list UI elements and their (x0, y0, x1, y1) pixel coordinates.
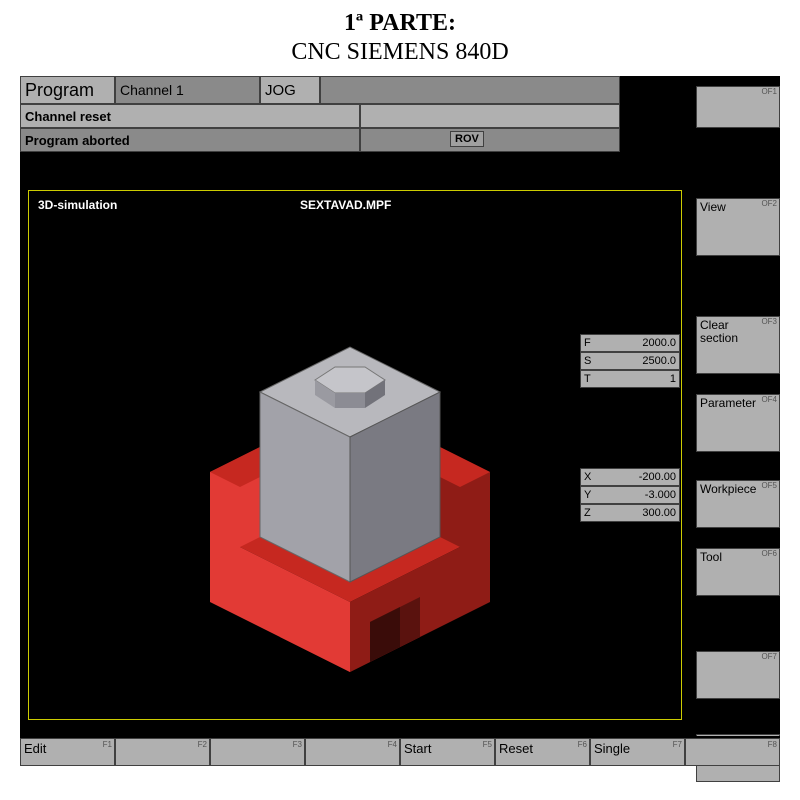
readout-x: X-200.00 (580, 468, 680, 486)
readout-s: S2500.0 (580, 352, 680, 370)
right-softkey-3[interactable]: Clear sectionOF3 (696, 316, 780, 374)
readout-z: Z300.00 (580, 504, 680, 522)
bottom-softkey-1[interactable]: EditF1 (20, 738, 115, 766)
heading-subtitle: CNC SIEMENS 840D (0, 39, 800, 66)
right-softkey-6[interactable]: ToolOF6 (696, 548, 780, 596)
right-softkey-1[interactable]: OF1 (696, 86, 780, 128)
readout-y: Y-3.000 (580, 486, 680, 504)
right-softkey-7[interactable]: OF7 (696, 651, 780, 699)
header-spacer-3 (360, 128, 620, 152)
right-softkey-column: OF1 ViewOF2 Clear sectionOF3 ParameterOF4 Wo… (690, 76, 780, 736)
readout-f: F2000.0 (580, 334, 680, 352)
readout-t: T1 (580, 370, 680, 388)
bottom-softkey-row: EditF1F2F3F4StartF5ResetF6SingleF7F8 (20, 736, 780, 766)
simulation-title: 3D-simulation (38, 198, 117, 212)
right-softkey-2[interactable]: ViewOF2 (696, 198, 780, 256)
header-spacer-1 (320, 76, 620, 104)
bottom-softkey-3[interactable]: F3 (210, 738, 305, 766)
rov-indicator: ROV (450, 131, 484, 147)
document-heading: 1ª PARTE: CNC SIEMENS 840D (0, 0, 800, 66)
mode-label: JOG (260, 76, 320, 104)
header-row-1: Program Channel 1 JOG (20, 76, 780, 104)
cnc-screen: Program Channel 1 JOG Channel reset Prog… (20, 76, 780, 766)
bottom-softkey-2[interactable]: F2 (115, 738, 210, 766)
bottom-softkey-4[interactable]: F4 (305, 738, 400, 766)
workpiece-3d-model (150, 272, 550, 672)
simulation-filename: SEXTAVAD.MPF (300, 198, 391, 212)
right-softkey-5[interactable]: WorkpieceOF5 (696, 480, 780, 528)
simulation-viewport: 3D-simulation SEXTAVAD.MPF F2000.0S2500.… (20, 152, 690, 736)
bottom-softkey-8[interactable]: F8 (685, 738, 780, 766)
channel-status: Channel reset (20, 104, 360, 128)
program-status: Program aborted (20, 128, 360, 152)
right-softkey-4[interactable]: ParameterOF4 (696, 394, 780, 452)
program-label: Program (20, 76, 115, 104)
bottom-softkey-5[interactable]: StartF5 (400, 738, 495, 766)
channel-label: Channel 1 (115, 76, 260, 104)
heading-part: 1ª PARTE: (0, 10, 800, 37)
bottom-softkey-6[interactable]: ResetF6 (495, 738, 590, 766)
header-row-3: Program aborted (20, 128, 780, 152)
header-row-2: Channel reset (20, 104, 780, 128)
header-spacer-2 (360, 104, 620, 128)
bottom-softkey-7[interactable]: SingleF7 (590, 738, 685, 766)
